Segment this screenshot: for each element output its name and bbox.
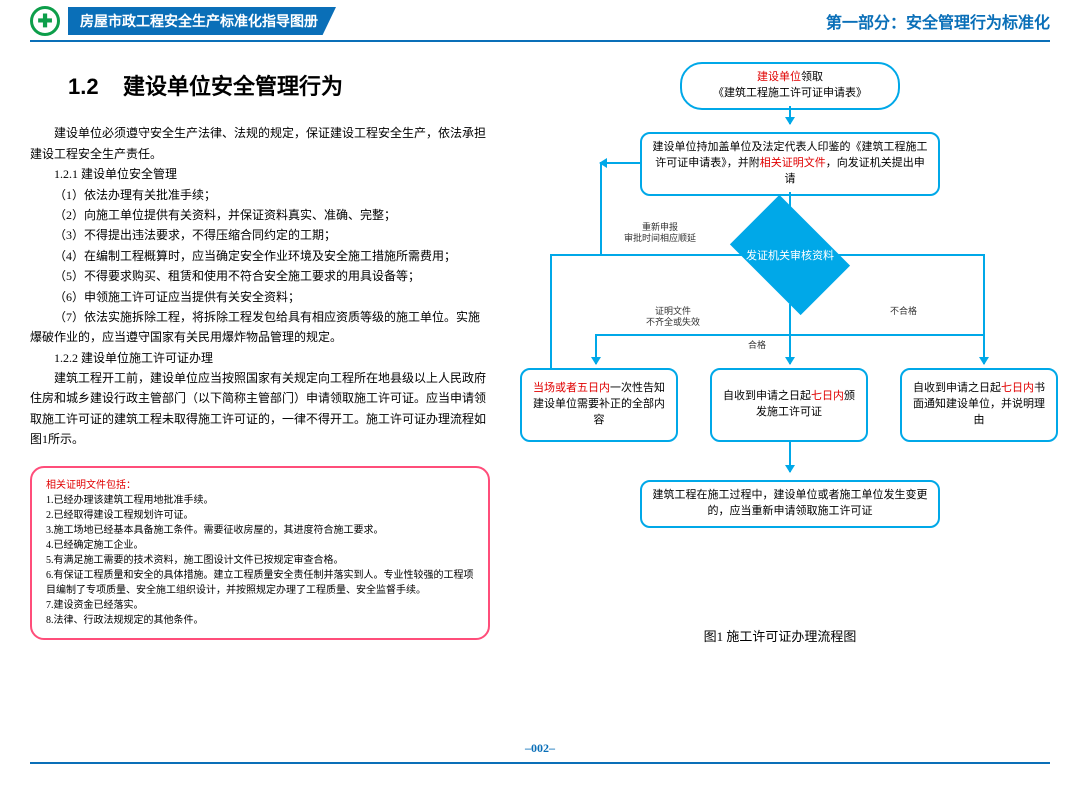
list-item: （2）向施工单位提供有关资料，并保证资料真实、准确、完整；: [30, 205, 490, 225]
section-title: 1.2 建设单位安全管理行为: [68, 68, 490, 105]
flow-node-4: 自收到申请之日起七日内颁发施工许可证: [710, 368, 868, 442]
paragraph-2: 建筑工程开工前，建设单位应当按照国家有关规定向工程所在地县级以上人民政府住房和城…: [30, 368, 490, 450]
flow-text: 建设单位: [757, 71, 801, 83]
content: 1.2 建设单位安全管理行为 建设单位必须遵守安全生产法律、法规的规定，保证建设…: [0, 42, 1080, 645]
list-item: （7）依法实施拆除工程，将拆除工程发包给具有相应资质等级的施工单位。实施爆破作业…: [30, 307, 490, 348]
header-title-right: 第一部分：安全管理行为标准化: [826, 9, 1050, 33]
flow-arrow: [789, 106, 791, 124]
list-item: （1）依法办理有关批准手续；: [30, 185, 490, 205]
flowchart: 建设单位领取 《建筑工程施工许可证申请表》 建设单位持加盖单位及法定代表人印鉴的…: [510, 62, 1030, 622]
flow-decision: 发证机关审核资料: [730, 195, 850, 315]
flow-text: 发证机关审核资料: [746, 247, 834, 263]
flow-text: 七日内: [1001, 382, 1034, 394]
evidence-box: 相关证明文件包括： 1.已经办理该建筑工程用地批准手续。 2.已经取得建设工程规…: [30, 466, 490, 640]
header-title-left: 房屋市政工程安全生产标准化指导图册: [68, 7, 336, 35]
flow-line: [983, 254, 985, 334]
flow-arrow: [789, 334, 791, 364]
flow-line: [600, 254, 742, 256]
flow-text: 证明文件: [655, 306, 691, 316]
flow-text: 领取: [801, 71, 823, 83]
flow-arrow: [983, 334, 985, 364]
flow-text: 重新申报: [642, 222, 678, 232]
evidence-item: 1.已经办理该建筑工程用地批准手续。: [46, 493, 474, 508]
flow-line: [838, 254, 983, 256]
flow-arrow: [600, 162, 640, 164]
intro-paragraph: 建设单位必须遵守安全生产法律、法规的规定，保证建设工程安全生产，依法承担建设工程…: [30, 123, 490, 164]
subsection-1-title: 1.2.1 建设单位安全管理: [30, 164, 490, 184]
flow-line: [789, 304, 791, 334]
right-column: 建设单位领取 《建筑工程施工许可证申请表》 建设单位持加盖单位及法定代表人印鉴的…: [510, 62, 1050, 645]
figure-caption: 图1 施工许可证办理流程图: [510, 626, 1050, 645]
evidence-item: 3.施工场地已经基本具备施工条件。需要征收房屋的，其进度符合施工要求。: [46, 523, 474, 538]
flow-arrow: [595, 334, 597, 364]
edge-label-pass: 合格: [748, 340, 766, 351]
flow-line: [550, 254, 552, 368]
flow-text: 当场或者五日内: [533, 382, 610, 394]
flow-node-5: 自收到申请之日起七日内书面通知建设单位，并说明理由: [900, 368, 1058, 442]
flow-arrow: [789, 442, 791, 472]
flow-text: 自收到申请之日起: [723, 390, 811, 402]
header-left: ✚ 房屋市政工程安全生产标准化指导图册: [30, 6, 336, 36]
footer-rule: [30, 762, 1050, 764]
section-number: 1.2: [68, 74, 99, 99]
list-item: （3）不得提出违法要求，不得压缩合同约定的工期；: [30, 225, 490, 245]
flow-node-2: 建设单位持加盖单位及法定代表人印鉴的《建筑工程施工许可证申请表》，并附相关证明文…: [640, 132, 940, 196]
flow-node-6: 建筑工程在施工过程中，建设单位或者施工单位发生变更的，应当重新申请领取施工许可证: [640, 480, 940, 528]
list-item: （4）在编制工程概算时，应当确定安全作业环境及安全施工措施所需费用；: [30, 246, 490, 266]
flow-text: 不齐全或失效: [646, 317, 700, 327]
flow-text: 《建筑工程施工许可证申请表》: [713, 87, 867, 99]
flow-line: [550, 254, 600, 256]
flow-text: 相关证明文件: [760, 157, 826, 169]
page-header: ✚ 房屋市政工程安全生产标准化指导图册 第一部分：安全管理行为标准化: [0, 0, 1080, 36]
evidence-item: 7.建设资金已经落实。: [46, 598, 474, 613]
edge-label-incomplete: 证明文件 不齐全或失效: [628, 306, 718, 328]
section-heading: 建设单位安全管理行为: [123, 74, 343, 99]
flow-node-1: 建设单位领取 《建筑工程施工许可证申请表》: [680, 62, 900, 110]
flow-node-3: 当场或者五日内一次性告知建设单位需要补正的全部内容: [520, 368, 678, 442]
flow-text: 七日内: [811, 390, 844, 402]
flow-text: 建筑工程在施工过程中，建设单位或者施工单位发生变更的，应当重新申请领取施工许可证: [650, 488, 930, 520]
evidence-box-title: 相关证明文件包括：: [46, 480, 136, 491]
evidence-item: 5.有满足施工需要的技术资料，施工图设计文件已按规定审查合格。: [46, 553, 474, 568]
evidence-item: 8.法律、行政法规规定的其他条件。: [46, 613, 474, 628]
flow-text: 审批时间相应顺延: [624, 233, 696, 243]
edge-label-reapply: 重新申报 审批时间相应顺延: [610, 222, 710, 244]
flow-line: [600, 162, 602, 254]
logo-glyph: ✚: [37, 11, 52, 32]
evidence-item: 2.已经取得建设工程规划许可证。: [46, 508, 474, 523]
subsection-2-title: 1.2.2 建设单位施工许可证办理: [30, 348, 490, 368]
logo-icon: ✚: [30, 6, 60, 36]
list-item: （6）申领施工许可证应当提供有关安全资料；: [30, 287, 490, 307]
edge-label-fail: 不合格: [890, 306, 917, 317]
flow-text: 自收到申请之日起: [913, 382, 1001, 394]
left-column: 1.2 建设单位安全管理行为 建设单位必须遵守安全生产法律、法规的规定，保证建设…: [30, 62, 490, 645]
page-number: –002–: [0, 741, 1080, 756]
evidence-item: 4.已经确定施工企业。: [46, 538, 474, 553]
evidence-item: 6.有保证工程质量和安全的具体措施。建立工程质量安全责任制并落实到人。专业性较强…: [46, 568, 474, 598]
list-item: （5）不得要求购买、租赁和使用不符合安全施工要求的用具设备等；: [30, 266, 490, 286]
